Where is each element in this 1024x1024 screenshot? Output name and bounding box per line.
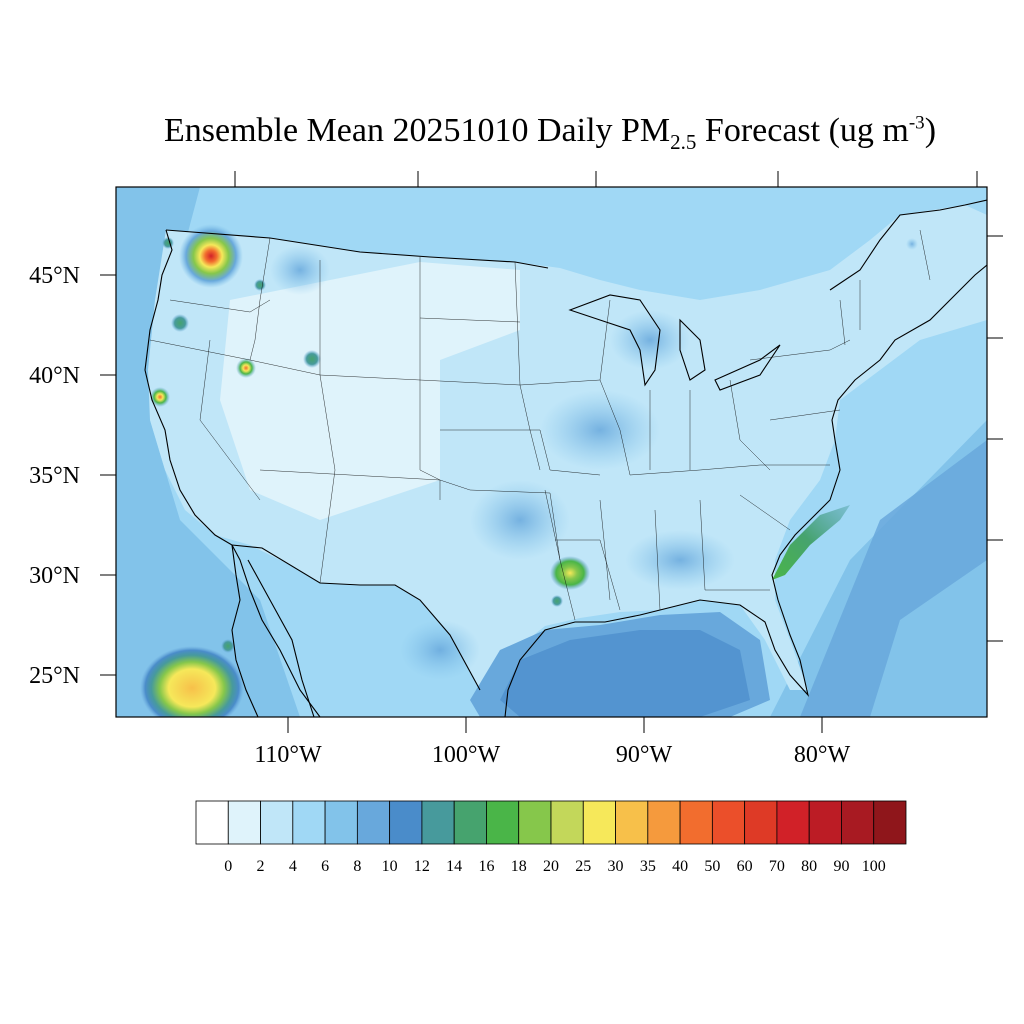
hotspot-wyoming — [303, 350, 321, 368]
colorbar-swatch — [356, 800, 391, 845]
colorbar-swatch — [647, 800, 681, 845]
colorbar-swatch — [486, 800, 520, 845]
colorbar-label: 14 — [446, 858, 462, 875]
chart-title: Ensemble Mean 20251010 Daily PM2.5 Forec… — [0, 112, 1024, 155]
atlantic-coastline — [771, 264, 987, 601]
colorbar-label: 10 — [382, 858, 398, 875]
us-coastline — [144, 229, 321, 717]
longitude-axis: 110°W 100°W 90°W 80°W — [254, 717, 850, 768]
concentration-field — [116, 187, 987, 717]
canada-border — [165, 229, 549, 269]
colorbar-swatch — [421, 800, 455, 845]
mexico-west-coast — [247, 559, 315, 717]
colorbar-swatch — [227, 800, 261, 845]
colorbar-label: 30 — [608, 858, 624, 875]
colorbar-label: 40 — [672, 858, 688, 875]
colorbar-swatch — [679, 800, 713, 845]
lon-tick-label: 110°W — [254, 742, 322, 768]
colorbar-label: 100 — [862, 858, 886, 875]
colorbar-swatch — [582, 800, 616, 845]
colorbar-swatch — [453, 800, 487, 845]
colorbar-swatch — [195, 800, 229, 845]
top-ticks — [234, 171, 978, 187]
gulf-coastline — [504, 599, 810, 717]
colorbar-label: 8 — [353, 858, 361, 875]
hotspot-baja — [140, 646, 244, 717]
mexico-border — [231, 544, 481, 691]
colorbar-label: 4 — [289, 858, 297, 875]
lat-tick-label: 30°N — [29, 563, 80, 589]
colorbar-label: 80 — [801, 858, 817, 875]
colorbar-label: 0 — [224, 858, 232, 875]
title-main: Ensemble Mean 20251010 Daily PM — [163, 112, 671, 149]
colorbar-label: 60 — [737, 858, 753, 875]
colorbar-label: 16 — [478, 858, 494, 875]
colorbar-label: 20 — [543, 858, 559, 875]
state-boundaries — [149, 229, 931, 621]
map-frame — [115, 186, 988, 718]
northeast-coast — [829, 199, 987, 291]
lat-tick-label: 45°N — [29, 263, 80, 289]
lon-tick-label: 90°W — [616, 742, 673, 768]
title-end: ) — [924, 112, 937, 149]
colorbar-swatch — [841, 800, 875, 845]
colorbar-swatch — [260, 800, 294, 845]
lat-tick-label: 35°N — [29, 463, 80, 489]
colorbar-swatch — [389, 800, 423, 845]
colorbar: 0 2 4 6 8 10 12 14 16 18 20 25 30 35 40 50 60 70 80 90 100 — [195, 800, 907, 875]
great-lakes-outline — [568, 294, 781, 391]
title-rest: Forecast (ug m — [696, 112, 909, 149]
right-ticks — [987, 235, 1003, 642]
colorbar-label: 70 — [769, 858, 785, 875]
hotspot-louisiana — [550, 556, 590, 590]
lon-tick-label: 100°W — [432, 742, 501, 768]
colorbar-label: 50 — [704, 858, 720, 875]
colorbar-swatch — [744, 800, 778, 845]
colorbar-swatch — [550, 800, 584, 845]
colorbar-swatch — [615, 800, 649, 845]
colorbar-label: 35 — [640, 858, 656, 875]
colorbar-swatch — [324, 800, 358, 845]
colorbar-swatch — [808, 800, 842, 845]
colorbar-label: 25 — [575, 858, 591, 875]
title-subscript: 2.5 — [670, 129, 697, 154]
lat-tick-label: 25°N — [29, 663, 80, 689]
colorbar-label: 6 — [321, 858, 329, 875]
hotspot-northern-california — [150, 387, 170, 407]
political-boundaries — [144, 199, 987, 717]
colorbar-swatch — [518, 800, 552, 845]
hotspot-nevada — [236, 358, 256, 378]
colorbar-swatch — [873, 800, 907, 845]
colorbar-swatch — [711, 800, 746, 845]
colorbar-label: 12 — [414, 858, 430, 875]
baja-coastline — [231, 544, 259, 717]
colorbar-swatch — [292, 800, 326, 845]
title-superscript: -3 — [908, 112, 925, 134]
latitude-axis: 45°N 40°N 35°N 30°N 25°N — [29, 263, 116, 689]
colorbar-label: 90 — [833, 858, 849, 875]
lat-tick-label: 40°N — [29, 363, 80, 389]
hotspot-oregon — [171, 314, 189, 332]
colorbar-label: 18 — [511, 858, 527, 875]
colorbar-label: 2 — [257, 858, 265, 875]
hotspot-washington — [179, 224, 243, 288]
lon-tick-label: 80°W — [794, 742, 851, 768]
colorbar-swatch — [776, 800, 810, 845]
